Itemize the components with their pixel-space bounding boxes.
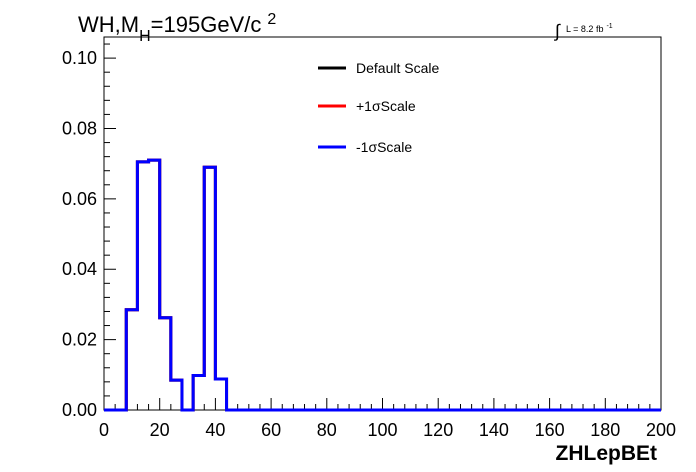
x-axis-label: ZHLepBEt: [556, 442, 658, 465]
x-tick-label: 160: [535, 420, 565, 440]
integral-sign: ∫: [553, 21, 561, 41]
plot-frame: [103, 36, 662, 411]
svg-text:L = 8.2 fb-1: L = 8.2 fb -1: [566, 23, 613, 34]
legend-label: -1σScale: [356, 139, 412, 155]
y-tick-label: 0.10: [62, 48, 97, 68]
legend: Default Scale +1σScale -1σScale: [318, 60, 439, 155]
x-tick-label: 140: [479, 420, 509, 440]
x-tick-labels: 0 20 40 60 80 100 120 140 160 180 200: [99, 420, 676, 440]
y-tick-label: 0.06: [62, 189, 97, 209]
y-tick-label: 0.04: [62, 259, 97, 279]
lumi-label: ∫ L = 8.2 fb -1: [553, 21, 613, 41]
legend-label: +1σScale: [356, 98, 416, 114]
legend-label: Default Scale: [356, 60, 439, 76]
x-tick-label: 180: [590, 420, 620, 440]
x-tick-label: 60: [261, 420, 281, 440]
series-line: [104, 158, 661, 412]
x-tick-label: 40: [205, 420, 225, 440]
x-tick-label: 0: [99, 420, 109, 440]
y-tick-labels: 0.00 0.02 0.04 0.06 0.08 0.10: [62, 48, 97, 420]
series-line: [104, 158, 661, 412]
series-line: [104, 158, 661, 412]
x-tick-label: 100: [367, 420, 397, 440]
chart-title: WH,MH=195GeV/c 2: [78, 11, 276, 45]
y-tick-label: 0.02: [62, 330, 97, 350]
x-tick-label: 20: [150, 420, 170, 440]
x-tick-label: 120: [423, 420, 453, 440]
y-tick-label: 0.08: [62, 118, 97, 138]
y-tick-label: 0.00: [62, 400, 97, 420]
x-tick-label: 80: [317, 420, 337, 440]
series-group: [104, 158, 661, 412]
x-tick-label: 200: [646, 420, 676, 440]
